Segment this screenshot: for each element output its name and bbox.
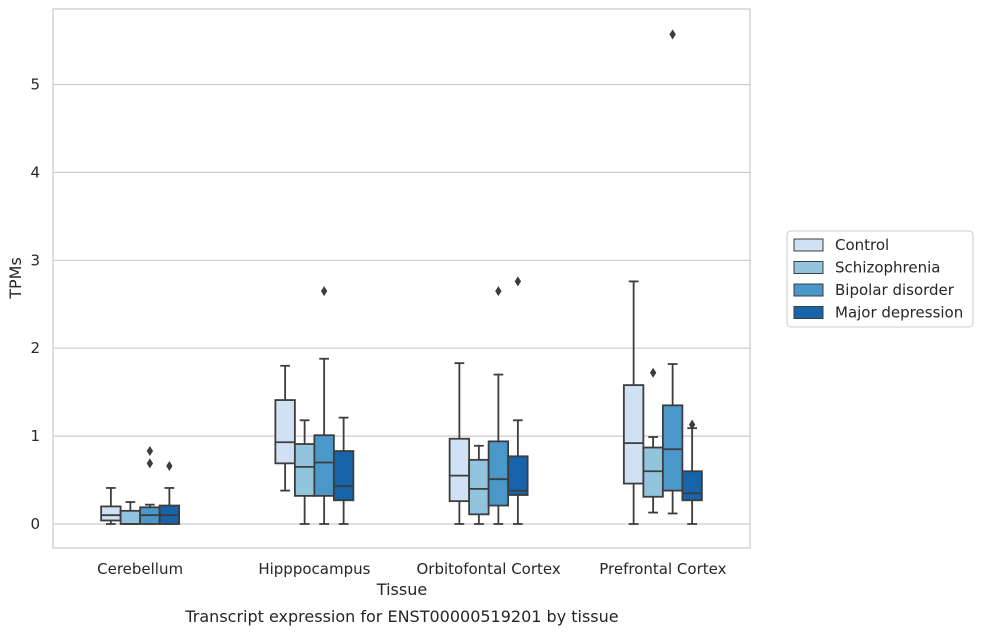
outlier-point <box>514 276 522 287</box>
box-schizophrenia <box>119 501 142 525</box>
outlier-point <box>495 286 502 297</box>
legend-swatch <box>793 238 824 252</box>
outlier-point <box>688 419 696 430</box>
y-tick-label: 4 <box>30 163 40 181</box>
x-tick-label: Prefrontal Cortex <box>599 560 726 578</box>
legend-label: Schizophrenia <box>835 259 940 277</box>
box-bipolar-disorder <box>661 29 684 515</box>
box-iqr <box>100 505 122 522</box>
box-iqr <box>293 443 316 497</box>
legend-swatch <box>793 306 824 319</box>
y-tick-label: 3 <box>30 251 40 269</box>
box-major-depression <box>507 276 529 525</box>
box-iqr <box>661 404 684 492</box>
box-series <box>100 29 703 525</box>
outlier-point <box>320 286 328 297</box>
box-control <box>100 487 122 525</box>
box-iqr <box>507 455 529 496</box>
box-iqr <box>681 470 703 502</box>
box-iqr <box>313 434 335 497</box>
box-iqr <box>332 450 355 502</box>
y-tick-label: 1 <box>30 427 40 445</box>
box-iqr <box>119 509 142 525</box>
x-tick-label: Hipppocampus <box>258 560 370 578</box>
x-tick-label: Orbitofontal Cortex <box>417 560 561 578</box>
box-control <box>622 280 645 525</box>
box-major-depression <box>158 460 181 525</box>
chart-caption: Transcript expression for ENST0000051920… <box>184 607 618 626</box>
box-major-depression <box>332 416 355 525</box>
box-iqr <box>274 399 296 465</box>
box-iqr <box>487 440 510 507</box>
box-control <box>448 362 471 525</box>
x-axis-ticks: Cerebellum Hipppocampus Orbitofontal Corte… <box>97 560 726 578</box>
box-schizophrenia <box>468 444 490 525</box>
box-iqr <box>448 437 471 503</box>
x-tick-label: Cerebellum <box>97 560 183 578</box>
box-iqr <box>622 384 645 485</box>
legend-label: Control <box>835 236 889 254</box>
y-axis-ticks: 0 1 2 3 4 5 <box>30 76 40 534</box>
outlier-point <box>166 460 173 471</box>
legend: Control Schizophrenia Bipolar disorder Majo… <box>786 230 974 328</box>
y-tick-label: 5 <box>30 76 40 94</box>
box-major-depression <box>681 419 703 525</box>
legend-swatch <box>793 261 824 274</box>
y-tick-label: 0 <box>30 515 40 533</box>
legend-label: Bipolar disorder <box>835 281 955 299</box>
box-iqr <box>468 458 490 516</box>
outlier-point <box>649 367 657 378</box>
legend-swatch <box>793 283 824 297</box>
y-axis-label: TPMs <box>6 257 25 300</box>
box-bipolar-disorder <box>487 286 510 525</box>
box-bipolar-disorder <box>139 446 161 525</box>
x-axis-label: Tissue <box>376 580 427 599</box>
y-tick-label: 2 <box>30 339 40 357</box>
legend-frame <box>786 230 974 328</box>
outlier-point <box>146 458 154 469</box>
box-control <box>274 364 296 492</box>
outlier-point <box>669 29 676 40</box>
plot-frame <box>52 8 751 549</box>
outlier-point <box>146 446 154 457</box>
legend-label: Major depression <box>835 304 963 322</box>
